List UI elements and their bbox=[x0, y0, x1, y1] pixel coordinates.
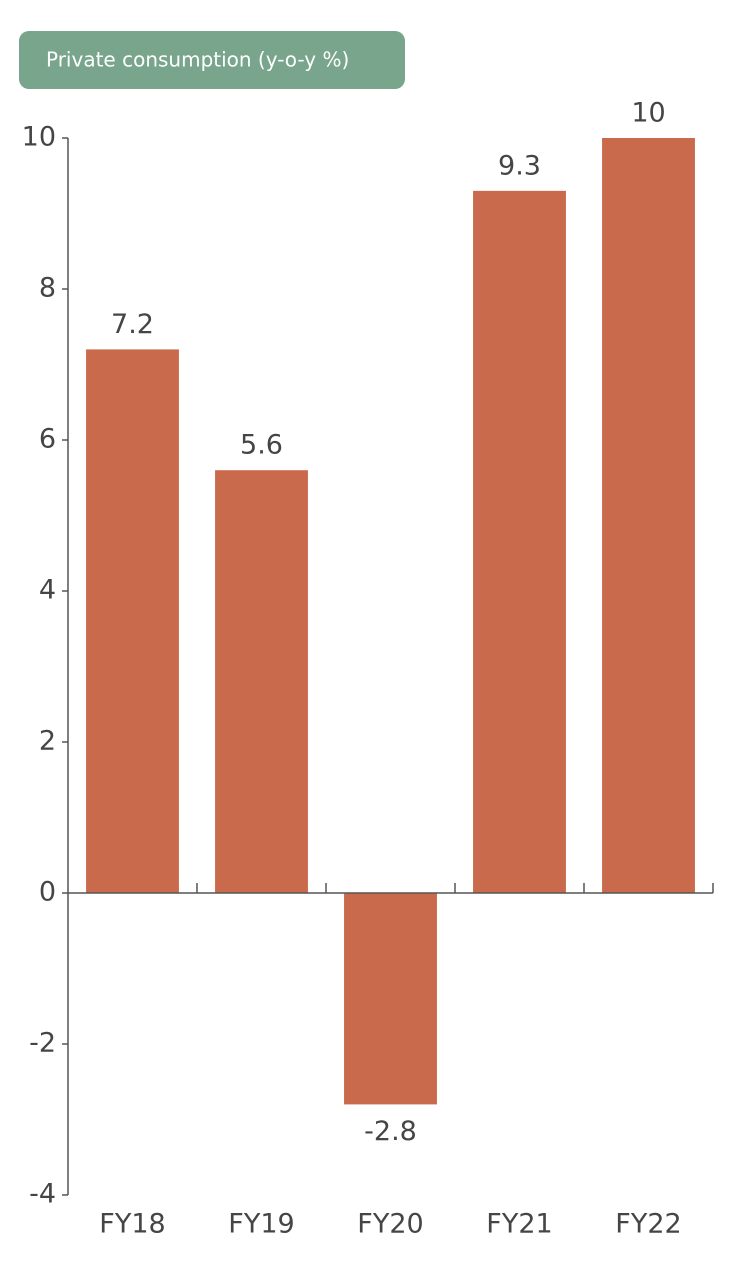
x-tick-label: FY18 bbox=[99, 1209, 165, 1240]
value-label: 7.2 bbox=[111, 309, 154, 340]
y-tick-label: -4 bbox=[29, 1179, 56, 1210]
y-tick-label: 6 bbox=[39, 424, 56, 455]
bar bbox=[344, 893, 437, 1105]
value-label: 5.6 bbox=[240, 430, 283, 461]
y-tick-label: 0 bbox=[39, 877, 56, 908]
title-box bbox=[19, 31, 405, 89]
x-tick-label: FY20 bbox=[357, 1209, 423, 1240]
chart-title: Private consumption (y-o-y %) bbox=[46, 48, 349, 72]
x-tick-label: FY21 bbox=[486, 1209, 552, 1240]
y-tick-label: 4 bbox=[39, 575, 56, 606]
bar bbox=[215, 470, 308, 893]
x-tick-label: FY22 bbox=[615, 1209, 681, 1240]
bar bbox=[602, 138, 695, 893]
value-label: -2.8 bbox=[364, 1116, 417, 1147]
x-tick-label: FY19 bbox=[228, 1209, 294, 1240]
value-label: 9.3 bbox=[498, 150, 541, 181]
y-tick-label: 10 bbox=[22, 122, 56, 153]
y-tick-label: -2 bbox=[29, 1028, 56, 1059]
bar bbox=[86, 349, 179, 893]
y-tick-label: 8 bbox=[39, 273, 56, 304]
value-label: 10 bbox=[631, 98, 665, 129]
y-tick-label: 2 bbox=[39, 726, 56, 757]
bar bbox=[473, 190, 566, 894]
